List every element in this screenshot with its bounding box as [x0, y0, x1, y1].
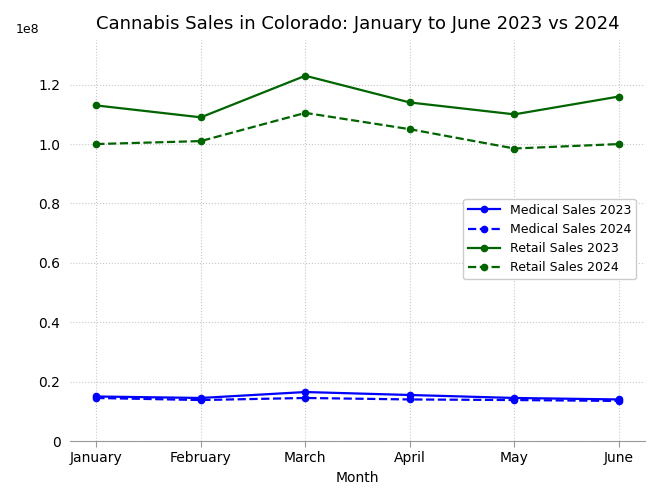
- X-axis label: Month: Month: [336, 471, 379, 485]
- Legend: Medical Sales 2023, Medical Sales 2024, Retail Sales 2023, Retail Sales 2024: Medical Sales 2023, Medical Sales 2024, …: [463, 198, 636, 280]
- Text: 1e8: 1e8: [16, 23, 39, 36]
- Title: Cannabis Sales in Colorado: January to June 2023 vs 2024: Cannabis Sales in Colorado: January to J…: [96, 15, 619, 33]
